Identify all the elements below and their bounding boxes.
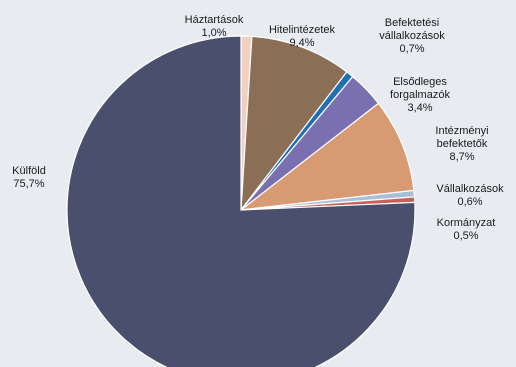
slice-label: Intézményi befektetők 8,7% bbox=[435, 125, 488, 163]
slice-label-line: 0,7% bbox=[399, 43, 424, 55]
slice-label-line: vállalkozások bbox=[379, 30, 445, 42]
slice-label-line: 3,4% bbox=[407, 102, 432, 114]
slice-label: Befektetési vállalkozások 0,7% bbox=[379, 17, 445, 55]
slice-label-line: 75,7% bbox=[13, 178, 44, 190]
pie-slice bbox=[238, 102, 415, 211]
slice-label-line: Hitelintézetek bbox=[269, 24, 336, 36]
slice-label-line: Elsődleges bbox=[393, 76, 447, 88]
pie-slice bbox=[66, 35, 416, 367]
pie-slice bbox=[240, 35, 348, 212]
slice-label-line: befektetők bbox=[437, 138, 488, 150]
slice-label-line: forgalmazók bbox=[390, 89, 450, 101]
slice-label: Elsődleges forgalmazók 3,4% bbox=[390, 76, 450, 114]
slice-label-line: 0,5% bbox=[453, 230, 478, 242]
slice-label-line: 1,0% bbox=[201, 27, 226, 39]
slice-label-line: 8,7% bbox=[449, 151, 474, 163]
slice-label-line: Külföld bbox=[12, 165, 46, 177]
slice-label: Háztartások 1,0% bbox=[185, 14, 244, 39]
slice-label: Kormányzat 0,5% bbox=[437, 217, 496, 242]
slice-label-line: Vállalkozások bbox=[436, 183, 504, 195]
slice-label-line: Intézményi bbox=[435, 125, 488, 137]
slice-label-line: Kormányzat bbox=[437, 217, 496, 229]
slice-label-line: Befektetési bbox=[385, 17, 439, 29]
slice-label: Vállalkozások 0,6% bbox=[436, 183, 504, 208]
slice-label: Külföld 75,7% bbox=[12, 165, 46, 190]
slice-label-line: 9,4% bbox=[289, 37, 314, 49]
slice-label-line: Háztartások bbox=[185, 14, 244, 26]
slice-label-line: 0,6% bbox=[457, 196, 482, 208]
slice-label: Hitelintézetek 9,4% bbox=[269, 24, 336, 49]
